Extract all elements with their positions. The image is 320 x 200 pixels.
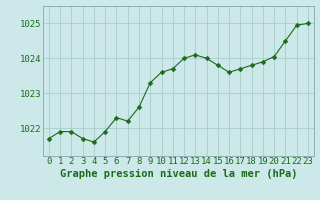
X-axis label: Graphe pression niveau de la mer (hPa): Graphe pression niveau de la mer (hPa) <box>60 169 297 179</box>
